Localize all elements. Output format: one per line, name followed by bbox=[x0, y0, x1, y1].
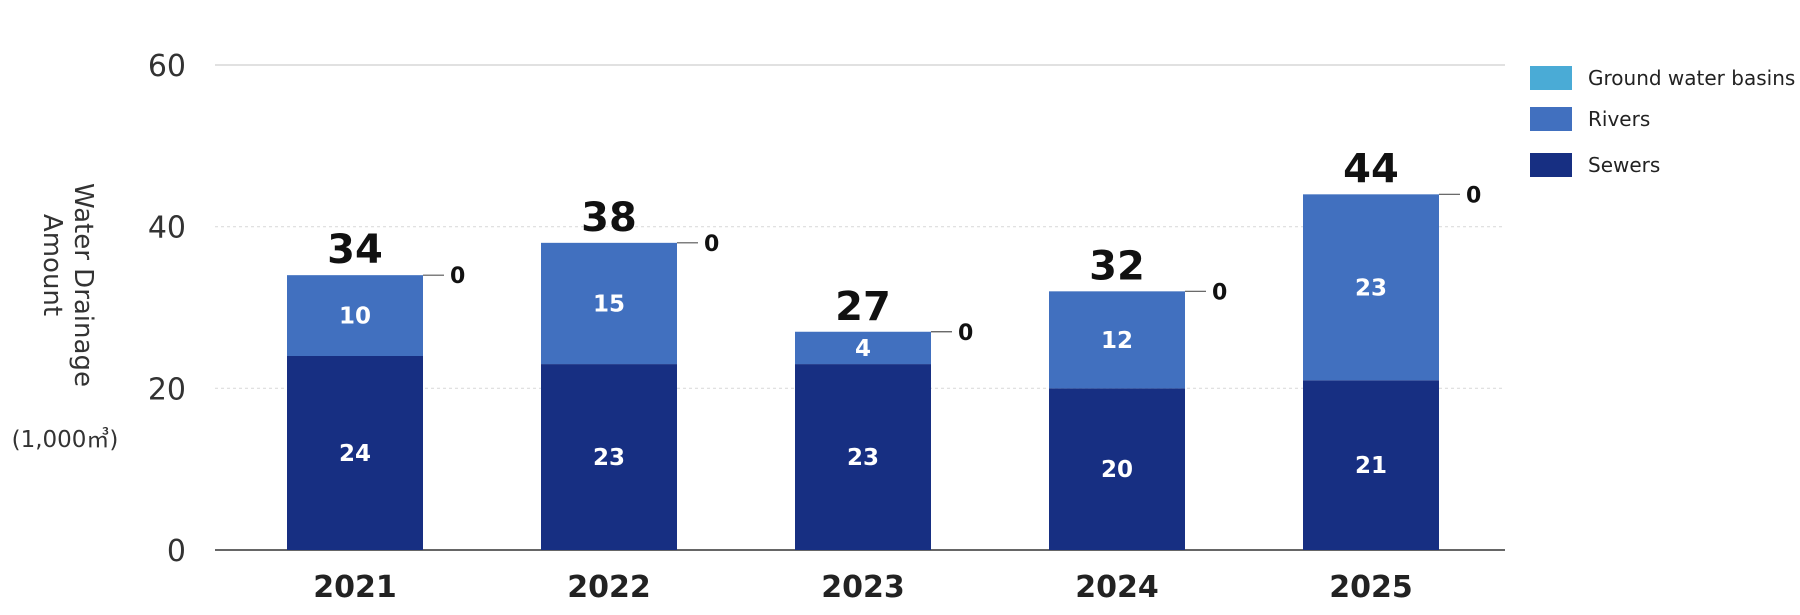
bar-segment-sewers bbox=[795, 364, 931, 550]
legend-swatch bbox=[1530, 66, 1572, 90]
total-value-label: 38 bbox=[581, 195, 637, 241]
ground-water-basins-value-label: 0 bbox=[450, 264, 465, 289]
legend-swatch bbox=[1530, 153, 1572, 177]
bar-segment-sewers bbox=[1303, 380, 1439, 550]
y-axis-label-line-2: Amount bbox=[37, 214, 67, 316]
segment-value-label: 10 bbox=[339, 304, 371, 330]
bar-segment-sewers bbox=[541, 364, 677, 550]
ground-water-basins-value-label: 0 bbox=[1466, 183, 1481, 208]
x-tick-label: 2025 bbox=[1329, 570, 1413, 605]
legend-label: Rivers bbox=[1588, 107, 1650, 131]
segment-value-label: 4 bbox=[855, 336, 871, 362]
bar-segment-rivers bbox=[1303, 194, 1439, 381]
x-tick-label: 2021 bbox=[313, 570, 397, 605]
x-tick-label: 2024 bbox=[1075, 570, 1159, 605]
segment-value-label: 23 bbox=[847, 445, 879, 471]
y-tick-label: 40 bbox=[148, 211, 186, 246]
segment-value-label: 15 bbox=[593, 291, 625, 317]
y-axis-label: Water Drainage Amount (1,000㎥) bbox=[12, 183, 119, 453]
bar-segment-rivers bbox=[287, 275, 423, 356]
ground-water-basins-value-label: 0 bbox=[958, 321, 973, 346]
legend-label: Ground water basins bbox=[1588, 66, 1795, 90]
x-axis-ticks: 2021 2022 2023 2024 2025 bbox=[313, 570, 1413, 605]
total-value-label: 32 bbox=[1089, 243, 1145, 289]
total-value-label: 34 bbox=[327, 227, 383, 273]
segment-value-label: 20 bbox=[1101, 457, 1133, 483]
bar-segment-sewers bbox=[287, 356, 423, 550]
bar-segment-rivers bbox=[795, 331, 931, 365]
segment-value-label: 12 bbox=[1101, 328, 1133, 354]
bar-segment-rivers bbox=[1049, 291, 1185, 389]
y-tick-label: 60 bbox=[148, 49, 186, 84]
legend: Ground water basins Rivers Sewers bbox=[1530, 66, 1795, 177]
y-axis-unit: (1,000㎥) bbox=[12, 426, 119, 453]
ground-water-basins-value-label: 0 bbox=[1212, 280, 1227, 305]
segment-value-label: 23 bbox=[1355, 275, 1387, 301]
segment-value-label: 21 bbox=[1355, 453, 1387, 479]
segment-value-label: 24 bbox=[339, 441, 371, 467]
total-value-label: 27 bbox=[835, 284, 891, 330]
legend-swatch bbox=[1530, 107, 1572, 131]
bars: 24 10 34 0 23 15 38 0 23 4 27 0 20 12 32 0 21 23 44 0 bbox=[287, 146, 1481, 550]
x-tick-label: 2023 bbox=[821, 570, 905, 605]
y-tick-label: 20 bbox=[148, 372, 186, 407]
x-tick-label: 2022 bbox=[567, 570, 651, 605]
bar-segment-sewers bbox=[1049, 388, 1185, 550]
ground-water-basins-value-label: 0 bbox=[704, 232, 719, 257]
y-axis-label-line-1: Water Drainage bbox=[68, 183, 98, 387]
bar-segment-rivers bbox=[541, 242, 677, 365]
y-tick-label: 0 bbox=[167, 534, 186, 569]
y-axis-ticks: 0 20 40 60 bbox=[148, 49, 186, 569]
segment-value-label: 23 bbox=[593, 445, 625, 471]
legend-label: Sewers bbox=[1588, 153, 1660, 177]
total-value-label: 44 bbox=[1343, 146, 1399, 192]
